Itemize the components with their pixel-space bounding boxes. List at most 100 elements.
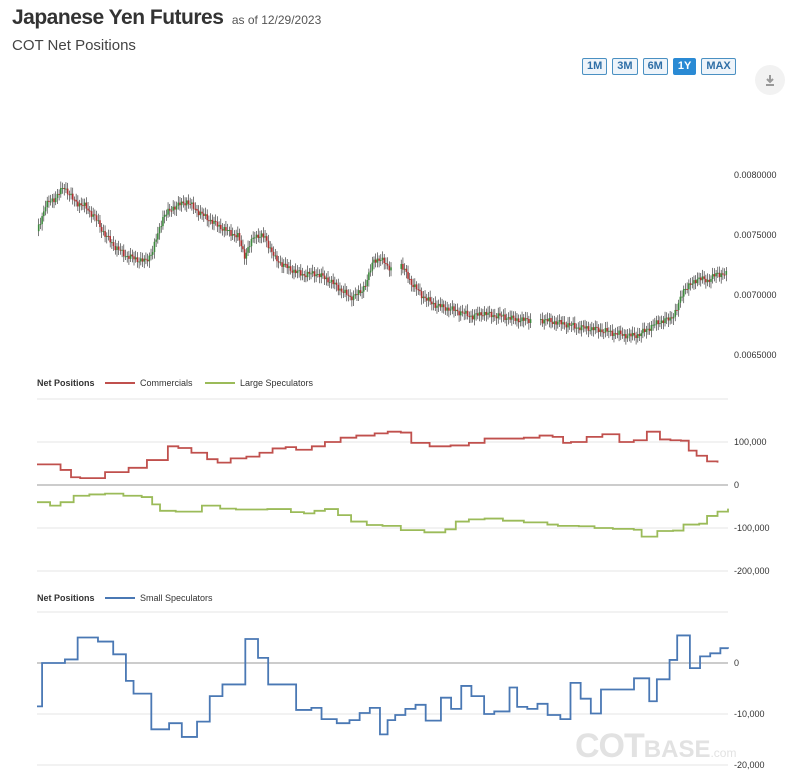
price-axis-tick: 0.0080000 xyxy=(734,170,777,180)
candle xyxy=(582,325,585,327)
range-3m-button[interactable]: 3M xyxy=(612,58,638,75)
price-axis-tick: 0.0070000 xyxy=(734,290,777,300)
candle xyxy=(477,313,479,316)
candle xyxy=(315,274,317,277)
candle xyxy=(495,316,498,319)
candle xyxy=(92,214,94,217)
candle xyxy=(454,309,457,311)
candle xyxy=(323,275,326,280)
candle xyxy=(652,324,654,326)
candle xyxy=(56,193,59,198)
candle xyxy=(356,294,358,296)
candle xyxy=(284,263,287,265)
candle xyxy=(351,296,353,301)
range-6m-button[interactable]: 6M xyxy=(642,58,668,75)
candle xyxy=(662,320,665,324)
download-button[interactable] xyxy=(755,65,785,95)
candle xyxy=(524,318,527,321)
range-1m-button[interactable]: 1M xyxy=(582,58,608,75)
candle xyxy=(231,233,234,236)
range-1y-button[interactable]: 1Y xyxy=(672,58,697,75)
candle xyxy=(104,231,106,237)
candle xyxy=(611,330,614,336)
candle xyxy=(102,231,105,233)
candle xyxy=(437,303,440,306)
candle xyxy=(625,334,627,339)
candle xyxy=(97,220,100,222)
candle xyxy=(182,201,185,204)
candle xyxy=(374,259,377,263)
candle xyxy=(528,318,530,323)
candle xyxy=(405,268,408,272)
candle xyxy=(150,254,152,256)
candle xyxy=(361,291,363,293)
candle xyxy=(109,236,111,243)
candle xyxy=(49,201,52,203)
candle xyxy=(90,211,93,217)
candle xyxy=(594,326,597,331)
candle xyxy=(679,296,682,303)
net-positions-axis: 100,000 0 -100,000 -200,000 xyxy=(734,437,770,576)
candle xyxy=(439,303,442,308)
candle xyxy=(378,258,380,261)
candle xyxy=(494,315,496,317)
candle xyxy=(693,280,695,284)
candle xyxy=(640,333,642,337)
candle xyxy=(645,329,648,333)
candle xyxy=(369,270,372,273)
candle xyxy=(381,257,384,261)
candle xyxy=(213,220,215,224)
candle xyxy=(664,318,666,324)
candle xyxy=(352,295,355,301)
candle xyxy=(296,271,299,274)
candle xyxy=(257,234,260,238)
candle xyxy=(221,229,224,231)
candle xyxy=(301,274,304,276)
candle xyxy=(243,249,246,259)
candle xyxy=(543,319,545,324)
candle xyxy=(322,273,324,276)
candle xyxy=(410,279,413,285)
candle xyxy=(660,320,663,324)
candle xyxy=(191,202,193,205)
candle xyxy=(482,315,484,317)
candle xyxy=(354,294,357,296)
candle xyxy=(621,334,624,336)
candle xyxy=(85,202,88,209)
legend-commercials[interactable]: Commercials xyxy=(140,378,193,388)
candle xyxy=(138,261,140,263)
candle xyxy=(271,247,273,252)
candle xyxy=(148,255,151,262)
candle xyxy=(332,279,334,285)
candle xyxy=(562,322,564,325)
candle xyxy=(172,206,174,211)
candle xyxy=(87,208,89,211)
candle xyxy=(267,240,270,249)
candle xyxy=(631,332,634,337)
legend-large-speculators[interactable]: Large Speculators xyxy=(240,378,314,388)
legend-small-speculators[interactable]: Small Speculators xyxy=(140,593,213,603)
candle xyxy=(133,256,135,260)
candle xyxy=(659,323,661,325)
candle xyxy=(216,221,219,227)
candle xyxy=(126,255,129,257)
candle xyxy=(575,327,578,329)
candle xyxy=(415,284,418,290)
candle xyxy=(237,232,239,238)
price-candles xyxy=(37,181,728,345)
price-chart: 0.0080000 0.0075000 0.0070000 0.0065000 xyxy=(37,170,777,360)
range-max-button[interactable]: MAX xyxy=(701,58,736,75)
candle xyxy=(710,279,712,282)
candle xyxy=(48,200,50,202)
candle xyxy=(546,319,549,322)
candle xyxy=(654,324,656,326)
candle xyxy=(238,232,241,241)
candle xyxy=(502,314,505,317)
candle xyxy=(444,307,447,311)
candle xyxy=(170,210,173,212)
candle xyxy=(475,313,477,315)
candle xyxy=(643,328,646,333)
candle xyxy=(412,284,414,288)
candle xyxy=(196,208,198,211)
